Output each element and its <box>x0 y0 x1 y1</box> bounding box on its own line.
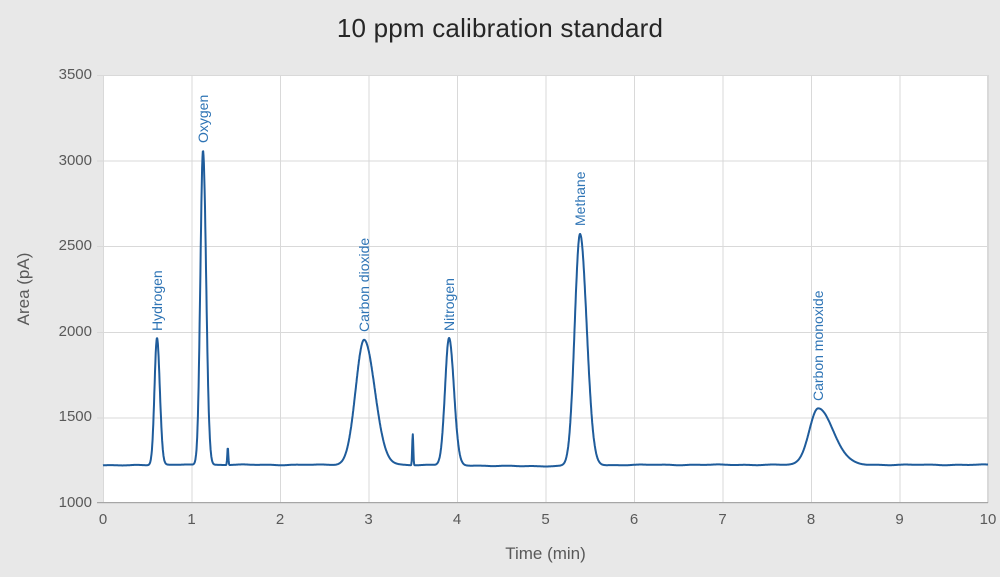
x-tick-label: 9 <box>895 511 904 528</box>
y-tick-label: 3000 <box>58 151 92 169</box>
peak-label-methane: Methane <box>572 171 588 227</box>
peak-label-hydrogen: Hydrogen <box>148 269 165 331</box>
x-tick-label: 5 <box>541 511 550 528</box>
x-tick-label: 2 <box>275 511 285 528</box>
peak-label-nitrogen: Nitrogen <box>441 277 458 331</box>
x-tick-label: 3 <box>364 511 373 528</box>
x-tick-label: 7 <box>718 511 727 528</box>
x-tick-label: 8 <box>806 511 816 528</box>
chromatogram-line <box>102 150 989 468</box>
y-tick-label: 2000 <box>58 322 92 340</box>
chromatogram-svg <box>97 75 989 504</box>
y-tick-label: 3500 <box>58 66 92 83</box>
peak-label-carbon-monoxide: Carbon monoxide <box>810 290 827 401</box>
plot-area <box>97 75 989 504</box>
x-tick-label: 6 <box>629 511 639 528</box>
chart-title: 10 ppm calibration standard <box>336 13 664 43</box>
x-tick-label: 1 <box>187 511 196 528</box>
x-tick-label: 4 <box>452 511 462 528</box>
x-tick-label: 10 <box>979 511 997 528</box>
y-tick-label: 1000 <box>58 494 92 511</box>
y-axis-title: Area (pA) <box>14 252 33 326</box>
peak-label-oxygen: Oxygen <box>195 94 211 144</box>
y-tick-label: 2500 <box>58 237 92 255</box>
peak-label-carbon-dioxide: Carbon dioxide <box>356 238 373 333</box>
x-axis-title: Time (min) <box>505 544 586 563</box>
x-tick-label: 0 <box>98 511 108 528</box>
y-tick-label: 1500 <box>58 408 92 426</box>
